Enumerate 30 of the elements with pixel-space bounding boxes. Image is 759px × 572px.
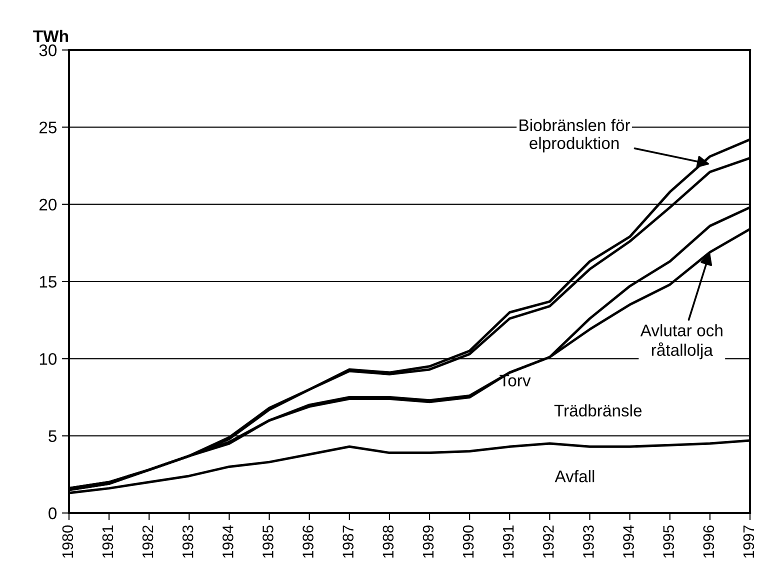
x-tick-label: 1982 <box>142 526 154 558</box>
y-tick-label: 30 <box>39 44 57 56</box>
x-tick-label: 1984 <box>222 525 234 558</box>
annotation: Biobränslen för elproduktion <box>520 118 630 152</box>
annotation: Avfall <box>554 470 594 482</box>
x-tick-label: 1994 <box>623 525 634 558</box>
x-tick-label: 1981 <box>102 526 114 558</box>
y-axis-title: TWh <box>33 30 68 42</box>
x-tick-label: 1992 <box>542 526 554 558</box>
y-tick-label: 10 <box>40 353 57 365</box>
x-tick-label: 1985 <box>262 525 274 558</box>
annotation: Avlutar och råtallolja <box>640 324 722 360</box>
y-tick-label: 20 <box>39 198 57 211</box>
x-tick-label: 1993 <box>583 525 594 558</box>
x-tick-label: 1983 <box>182 525 194 558</box>
x-tick-label: 1987 <box>342 526 354 558</box>
x-tick-label: 1990 <box>462 525 474 558</box>
y-tick-label: 15 <box>40 276 56 288</box>
x-tick-label: 1986 <box>302 525 314 558</box>
x-tick-label: 1995 <box>663 525 674 558</box>
y-tick-label: 0 <box>48 507 57 520</box>
annotation: Trädbränsle <box>554 404 642 417</box>
x-tick-label: 1996 <box>703 525 714 558</box>
y-tick-label: 25 <box>39 122 56 134</box>
x-tick-label: 1997 <box>743 526 754 558</box>
y-tick-label: 5 <box>48 430 56 442</box>
x-tick-label: 1988 <box>382 525 394 558</box>
x-tick-label: 1980 <box>62 525 74 558</box>
x-tick-label: 1989 <box>422 526 434 558</box>
x-tick-label: 1991 <box>502 526 514 558</box>
